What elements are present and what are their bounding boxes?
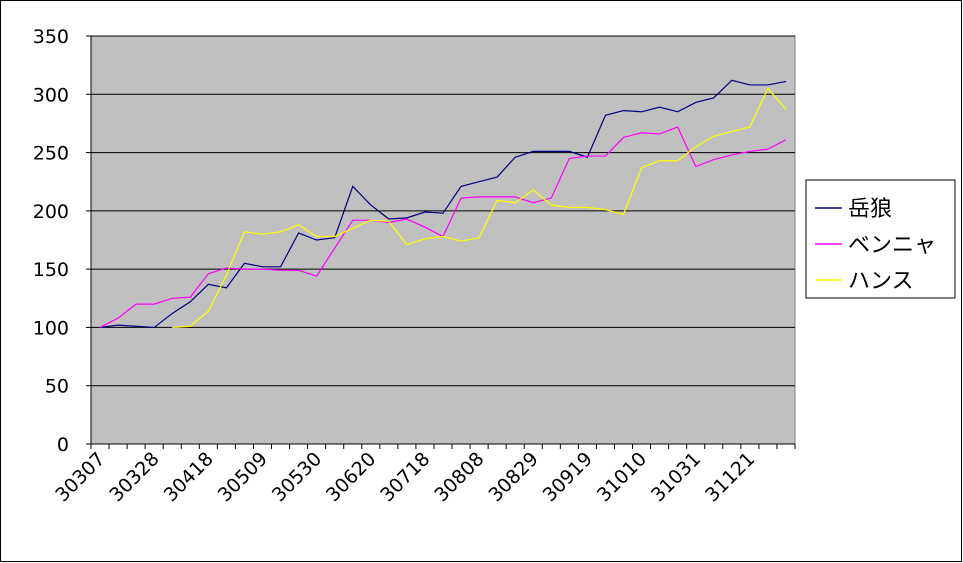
y-tick-label: 100 [33, 317, 69, 339]
y-tick-label: 250 [33, 143, 69, 165]
series-line [99, 79, 787, 329]
y-tick-label: 0 [57, 434, 69, 456]
y-tick-label: 50 [45, 376, 69, 398]
series-line [172, 87, 787, 329]
legend-box [805, 179, 956, 299]
plot-area [90, 35, 796, 445]
legend-label: ベンニャ [848, 233, 936, 258]
y-tick-label: 350 [33, 26, 69, 48]
y-tick-label: 200 [33, 201, 69, 223]
y-tick-label: 300 [33, 84, 69, 106]
y-tick-label: 150 [33, 259, 69, 281]
legend-label: 岳狼 [848, 197, 892, 222]
legend-label: ハンス [848, 269, 914, 294]
